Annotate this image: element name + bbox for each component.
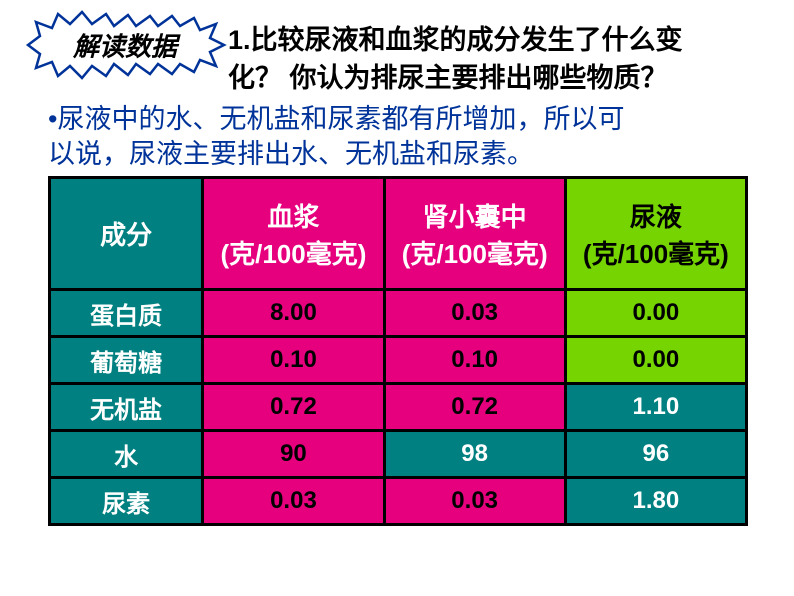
starburst-label: 解读数据: [73, 27, 177, 64]
cell-capsule: 98: [384, 431, 565, 478]
question-text: 1.比较尿液和血浆的成分发生了什么变 化？ 你认为排尿主要排出哪些物质？: [228, 22, 783, 98]
row-label: 无机盐: [50, 384, 203, 431]
cell-urine: 1.80: [565, 478, 746, 525]
header-capsule-l1: 肾小囊中: [423, 202, 527, 232]
table-row: 水909896: [50, 431, 747, 478]
table-header-row: 成分 血浆 (克/100毫克) 肾小囊中 (克/100毫克) 尿液 (克/100…: [50, 178, 747, 290]
cell-urine: 96: [565, 431, 746, 478]
table-row: 无机盐0.720.721.10: [50, 384, 747, 431]
row-label: 蛋白质: [50, 290, 203, 337]
cell-capsule: 0.03: [384, 478, 565, 525]
header-capsule: 肾小囊中 (克/100毫克): [384, 178, 565, 290]
table-row: 葡萄糖0.100.100.00: [50, 337, 747, 384]
cell-plasma: 90: [203, 431, 384, 478]
row-label: 葡萄糖: [50, 337, 203, 384]
cell-capsule: 0.10: [384, 337, 565, 384]
cell-plasma: 0.03: [203, 478, 384, 525]
question-line1: 1.比较尿液和血浆的成分发生了什么变: [228, 25, 683, 55]
table-row: 蛋白质8.000.030.00: [50, 290, 747, 337]
answer-text: •尿液中的水、无机盐和尿素都有所增加，所以可 以说，尿液主要排出水、无机盐和尿素…: [48, 102, 758, 172]
question-line2: 化？ 你认为排尿主要排出哪些物质？: [228, 63, 668, 93]
header-urine-l1: 尿液: [630, 202, 682, 232]
table-body: 蛋白质8.000.030.00葡萄糖0.100.100.00无机盐0.720.7…: [50, 290, 747, 525]
table-row: 尿素0.030.031.80: [50, 478, 747, 525]
row-label: 水: [50, 431, 203, 478]
composition-table: 成分 血浆 (克/100毫克) 肾小囊中 (克/100毫克) 尿液 (克/100…: [48, 176, 748, 526]
cell-urine: 1.10: [565, 384, 746, 431]
header-component: 成分: [50, 178, 203, 290]
composition-table-container: 成分 血浆 (克/100毫克) 肾小囊中 (克/100毫克) 尿液 (克/100…: [48, 176, 748, 526]
row-label: 尿素: [50, 478, 203, 525]
header-urine: 尿液 (克/100毫克): [565, 178, 746, 290]
starburst-badge: 解读数据: [20, 10, 230, 80]
cell-plasma: 0.72: [203, 384, 384, 431]
header-plasma: 血浆 (克/100毫克): [203, 178, 384, 290]
cell-capsule: 0.03: [384, 290, 565, 337]
answer-line1: 尿液中的水、无机盐和尿素都有所增加，所以可: [57, 104, 624, 134]
cell-plasma: 0.10: [203, 337, 384, 384]
cell-urine: 0.00: [565, 290, 746, 337]
header-plasma-l1: 血浆: [267, 202, 319, 232]
cell-capsule: 0.72: [384, 384, 565, 431]
header-plasma-l2: (克/100毫克): [220, 239, 366, 269]
cell-urine: 0.00: [565, 337, 746, 384]
answer-line2: 以说，尿液主要排出水、无机盐和尿素。: [48, 139, 534, 169]
cell-plasma: 8.00: [203, 290, 384, 337]
header-urine-l2: (克/100毫克): [583, 239, 729, 269]
header-capsule-l2: (克/100毫克): [402, 239, 548, 269]
